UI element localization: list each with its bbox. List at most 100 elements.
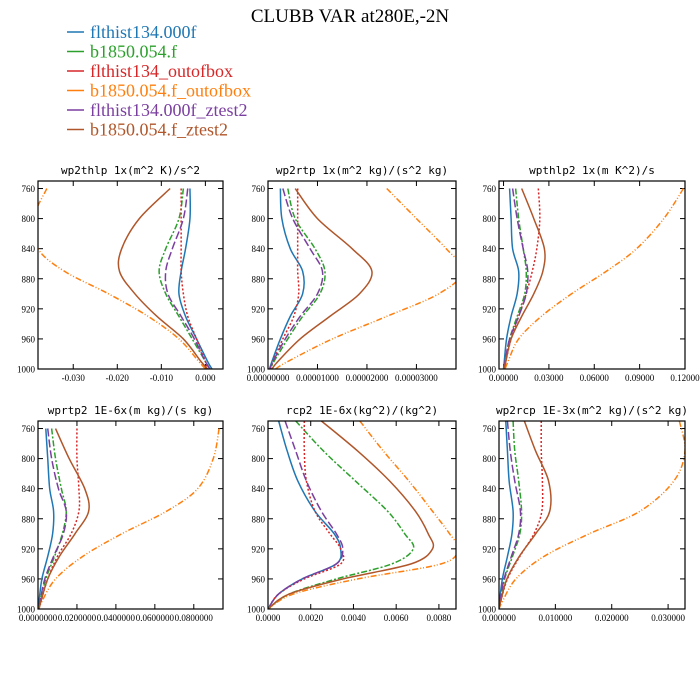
y-tick-label: 960 bbox=[483, 574, 497, 584]
legend-label: flthist134.000f_ztest2 bbox=[90, 100, 247, 120]
chart-panel: wprtp2 1E-6x(m kg)/(s kg) 760 800 840 880 920… bbox=[17, 404, 224, 623]
x-tick-label: 0.00002000 bbox=[346, 373, 389, 383]
panel-title: wp2rtp 1x(m^2 kg)/(s^2 kg) bbox=[276, 164, 448, 177]
x-tick-label: 0.0800000 bbox=[175, 613, 214, 623]
x-tick-label: 0.0600000 bbox=[136, 613, 175, 623]
series-line bbox=[38, 428, 68, 609]
legend-label: b1850.054.f_outofbox bbox=[90, 81, 251, 101]
x-tick-label: 0.0400000 bbox=[97, 613, 136, 623]
x-tick-label: 0.030000 bbox=[651, 613, 685, 623]
y-tick-label: 920 bbox=[252, 544, 266, 554]
y-tick-label: 920 bbox=[22, 304, 36, 314]
panel-title: wp2thlp 1x(m^2 K)/s^2 bbox=[61, 164, 200, 177]
panel-title: wp2rcp 1E-3x(m^2 kg)/(s^2 kg) bbox=[496, 404, 688, 417]
y-tick-label: 920 bbox=[483, 304, 497, 314]
series-line bbox=[38, 188, 206, 369]
y-tick-label: 960 bbox=[22, 574, 36, 584]
y-tick-label: 800 bbox=[483, 454, 497, 464]
plot-frame bbox=[267, 420, 457, 610]
y-tick-label: 1000 bbox=[17, 365, 36, 375]
series-line bbox=[268, 421, 344, 609]
y-tick-label: 1000 bbox=[247, 365, 266, 375]
y-tick-label: 1000 bbox=[478, 365, 497, 375]
x-tick-label: 0.03000 bbox=[534, 373, 564, 383]
y-tick-label: 840 bbox=[252, 484, 266, 494]
y-tick-label: 840 bbox=[483, 484, 497, 494]
chart-panel: wp2rtp 1x(m^2 kg)/(s^2 kg) 760 800 840 880 92… bbox=[247, 164, 457, 383]
series-line bbox=[499, 421, 685, 609]
series-line bbox=[275, 187, 456, 369]
x-tick-label: -0.030 bbox=[62, 373, 86, 383]
chart-panel: wpthlp2 1x(m K^2)/s 760 800 840 880 920 960 100… bbox=[478, 164, 700, 383]
series-line bbox=[117, 187, 209, 369]
series-line bbox=[38, 428, 90, 609]
y-tick-label: 920 bbox=[483, 544, 497, 554]
y-tick-label: 920 bbox=[22, 544, 36, 554]
x-tick-label: -0.020 bbox=[106, 373, 130, 383]
y-tick-label: 880 bbox=[483, 274, 497, 284]
series-line bbox=[180, 188, 209, 369]
series-line bbox=[502, 188, 528, 369]
chart-panel: wp2rcp 1E-3x(m^2 kg)/(s^2 kg) 760 800 840 88… bbox=[478, 404, 688, 623]
x-tick-label: 0.06000 bbox=[580, 373, 610, 383]
plot-frame bbox=[37, 420, 224, 610]
y-tick-label: 800 bbox=[22, 214, 36, 224]
y-tick-label: 960 bbox=[22, 334, 36, 344]
series-line bbox=[499, 421, 522, 609]
y-tick-label: 760 bbox=[483, 184, 497, 194]
y-tick-label: 840 bbox=[22, 484, 36, 494]
y-tick-label: 800 bbox=[22, 454, 36, 464]
x-tick-label: 0.000000 bbox=[482, 613, 516, 623]
legend-label: flthist134_outofbox bbox=[90, 61, 233, 81]
y-tick-label: 960 bbox=[252, 334, 266, 344]
y-tick-label: 1000 bbox=[478, 605, 497, 615]
series-line bbox=[502, 188, 529, 369]
series-line bbox=[268, 188, 305, 369]
legend-label: flthist134.000f bbox=[90, 22, 197, 42]
plot-frame bbox=[37, 180, 224, 370]
y-tick-label: 840 bbox=[252, 244, 266, 254]
y-tick-label: 760 bbox=[22, 424, 36, 434]
series-line bbox=[38, 428, 220, 609]
x-tick-label: 0.00003000 bbox=[395, 373, 438, 383]
series-line bbox=[499, 421, 523, 609]
plot-frame bbox=[267, 180, 457, 370]
y-tick-label: 760 bbox=[252, 184, 266, 194]
series-line bbox=[38, 428, 67, 609]
x-tick-label: -0.010 bbox=[150, 373, 174, 383]
y-tick-label: 880 bbox=[252, 514, 266, 524]
y-tick-label: 800 bbox=[252, 454, 266, 464]
legend: flthist134.000fb1850.054.fflthist134_out… bbox=[67, 22, 251, 140]
plot-frame bbox=[498, 180, 686, 370]
y-tick-label: 840 bbox=[22, 244, 36, 254]
series-line bbox=[503, 188, 546, 369]
panel-title: wpthlp2 1x(m K^2)/s bbox=[529, 164, 655, 177]
series-line bbox=[269, 188, 326, 369]
x-tick-label: 0.00000 bbox=[489, 373, 519, 383]
panel-title: wprtp2 1E-6x(m kg)/(s kg) bbox=[48, 404, 214, 417]
chart-panel: rcp2 1E-6x(kg^2)/(kg^2) 760 800 840 880 920 96… bbox=[247, 404, 457, 623]
x-tick-label: 0.0020 bbox=[298, 613, 323, 623]
series-line bbox=[499, 421, 552, 609]
y-tick-label: 880 bbox=[22, 274, 36, 284]
series-line bbox=[38, 428, 55, 609]
y-tick-label: 880 bbox=[22, 514, 36, 524]
y-tick-label: 760 bbox=[483, 424, 497, 434]
panel-grid: wp2thlp 1x(m^2 K)/s^2 760 800 840 880 920 960 1… bbox=[17, 164, 700, 623]
x-tick-label: 0.0000 bbox=[256, 613, 281, 623]
series-line bbox=[178, 188, 213, 369]
y-tick-label: 840 bbox=[483, 244, 497, 254]
series-line bbox=[268, 421, 456, 609]
x-tick-label: 0.00001000 bbox=[296, 373, 339, 383]
y-tick-label: 760 bbox=[252, 424, 266, 434]
series-line bbox=[502, 188, 520, 369]
series-line bbox=[504, 188, 685, 369]
y-tick-label: 960 bbox=[483, 334, 497, 344]
chart-panel: wp2thlp 1x(m^2 K)/s^2 760 800 840 880 920 960 1… bbox=[17, 164, 224, 383]
x-tick-label: 0.09000 bbox=[625, 373, 655, 383]
legend-label: b1850.054.f bbox=[90, 42, 177, 62]
x-tick-label: 0.0060 bbox=[384, 613, 409, 623]
y-tick-label: 1000 bbox=[247, 605, 266, 615]
y-tick-label: 800 bbox=[252, 214, 266, 224]
